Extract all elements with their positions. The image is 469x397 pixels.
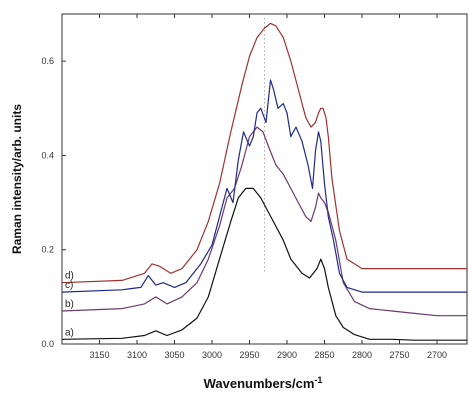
x-tick-label: 2900: [277, 350, 297, 360]
x-axis-title: Wavenumbers/cm-1: [204, 375, 323, 391]
x-tick-label: 3050: [164, 350, 184, 360]
series-label-3: c): [65, 280, 73, 291]
x-axis-title-main: Wavenumbers/cm: [204, 376, 315, 391]
x-tick-label: 3150: [89, 350, 109, 360]
x-tick-label: 3100: [127, 350, 147, 360]
y-tick-label: 0.0: [41, 339, 54, 349]
y-tick-label: 0.4: [41, 150, 54, 160]
y-tick-label: 0.2: [41, 245, 54, 255]
series-line-1: [61, 187, 467, 341]
x-tick-label: 2950: [239, 350, 259, 360]
y-tick-label: 0.6: [41, 56, 54, 66]
series-labels: a) b) c)d): [65, 271, 74, 339]
series-label-2: b): [65, 299, 74, 310]
x-tick-label: 2700: [427, 350, 447, 360]
series-label-1: a): [65, 327, 74, 338]
series-label-4: d): [65, 271, 74, 282]
x-tick-label: 3000: [202, 350, 222, 360]
series-layer: [61, 22, 467, 341]
x-tick-label: 2850: [314, 350, 334, 360]
y-axis-title: Raman intensity/arb. units: [10, 104, 24, 254]
plot-frame: [61, 13, 468, 345]
x-axis-ticks: 3150 3100 3050 3000 2950 2900 2850 2800 2750 2700: [89, 14, 447, 360]
x-tick-label: 2750: [389, 350, 409, 360]
series-line-3: [61, 79, 467, 293]
y-axis-ticks: 0.0 0.2 0.4 0.6: [41, 56, 66, 349]
series-line-4: [61, 22, 467, 284]
x-axis-title-sup: -1: [314, 375, 322, 385]
series-line-2: [61, 126, 467, 317]
x-tick-label: 2800: [352, 350, 372, 360]
